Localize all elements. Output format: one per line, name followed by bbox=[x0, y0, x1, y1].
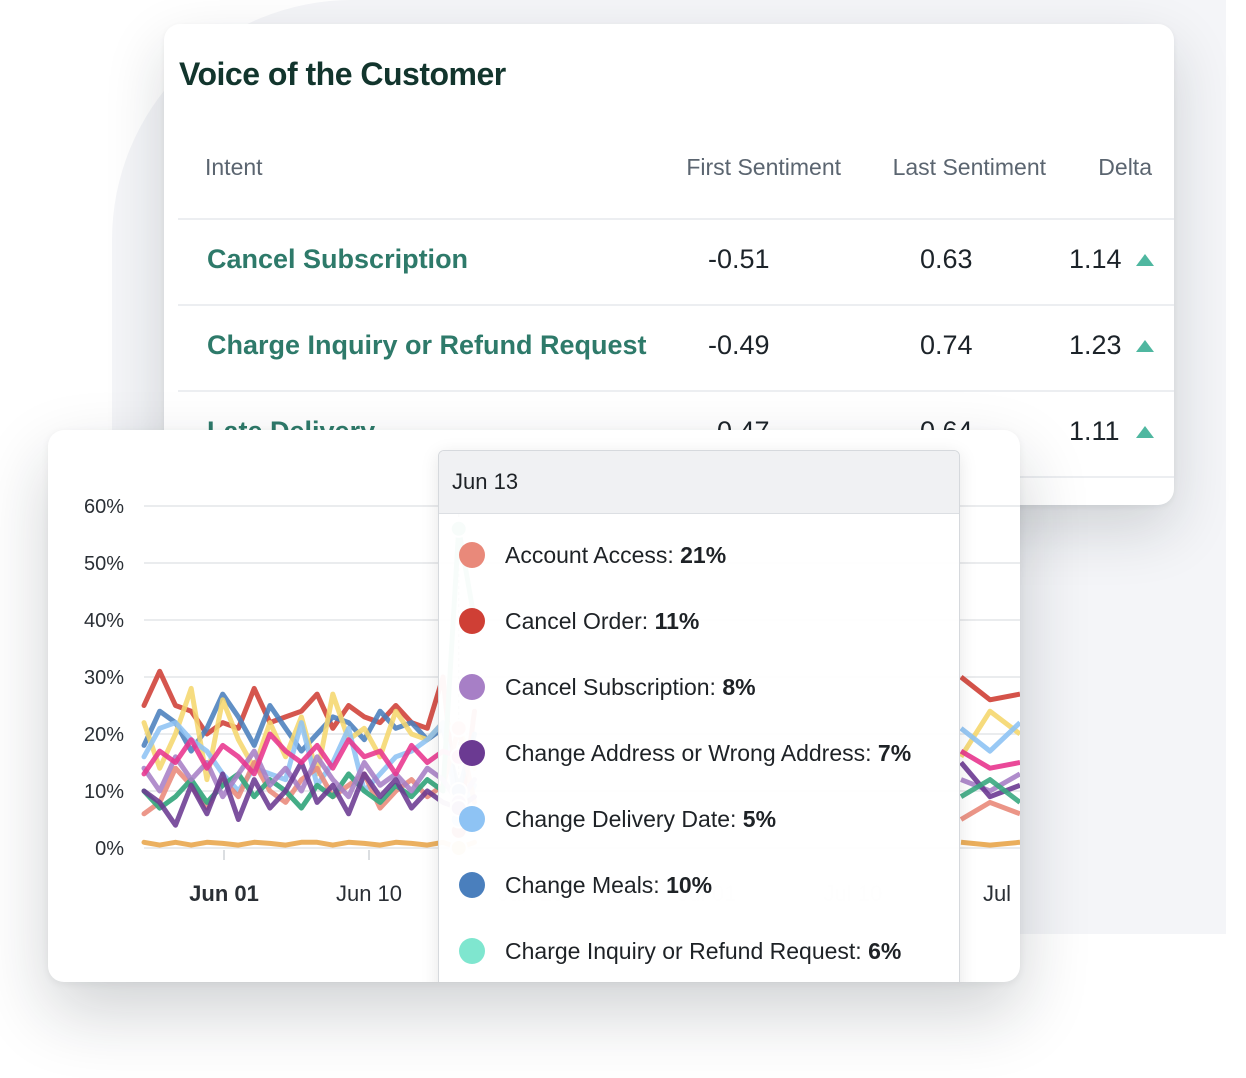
column-header-first-sentiment[interactable]: First Sentiment bbox=[686, 154, 841, 180]
tooltip-item-text: Account Access: 21% bbox=[505, 542, 726, 569]
delta-value: 1.11 bbox=[1069, 416, 1120, 446]
series-line[interactable] bbox=[960, 839, 1020, 848]
tooltip-item-label: Account Access: bbox=[505, 541, 681, 568]
last-sentiment-value: 0.63 bbox=[920, 244, 973, 274]
series-line[interactable] bbox=[141, 731, 477, 777]
y-axis-tick-label: 60% bbox=[84, 496, 124, 518]
column-header-last-sentiment[interactable]: Last Sentiment bbox=[892, 154, 1046, 180]
delta-value: 1.14 bbox=[1069, 244, 1122, 274]
table-row[interactable]: Charge Inquiry or Refund Request -0.49 0… bbox=[178, 306, 1174, 392]
tooltip-item-value: 21% bbox=[680, 541, 727, 568]
tooltip-item-value: 5% bbox=[742, 805, 777, 832]
tooltip-item-value: 6% bbox=[868, 937, 902, 964]
y-axis-tick-label: 10% bbox=[84, 781, 124, 803]
legend-dot-icon bbox=[459, 740, 485, 766]
tooltip-item-value: 10% bbox=[666, 871, 713, 898]
y-axis-tick-label: 40% bbox=[84, 610, 124, 632]
series-line[interactable] bbox=[959, 675, 1020, 703]
tooltip-item-text: Charge Inquiry or Refund Request: 6% bbox=[505, 938, 901, 965]
tooltip-item-label: Cancel Order: bbox=[505, 607, 655, 634]
column-header-delta[interactable]: Delta bbox=[1098, 154, 1152, 180]
series-line[interactable] bbox=[141, 760, 477, 828]
table-row[interactable]: Cancel Subscription -0.51 0.63 1.14 bbox=[178, 220, 1174, 306]
first-sentiment-value: -0.51 bbox=[708, 244, 770, 274]
card-title: Voice of the Customer bbox=[179, 56, 506, 92]
tooltip-item-text: Change Delivery Date: 5% bbox=[505, 806, 776, 833]
series-line[interactable] bbox=[959, 748, 1020, 771]
y-axis-tick-label: 0% bbox=[95, 838, 124, 860]
tooltip-item-text: Cancel Subscription: 8% bbox=[505, 674, 756, 701]
voice-of-customer-card: Voice of the Customer Intent First Senti… bbox=[164, 24, 1174, 505]
tooltip-item-label: Charge Inquiry or Refund Request: bbox=[505, 937, 869, 964]
last-sentiment-value: 0.74 bbox=[920, 330, 973, 360]
series-line[interactable] bbox=[141, 839, 477, 851]
intent-link[interactable]: Cancel Subscription bbox=[207, 244, 469, 274]
y-axis-tick-label: 50% bbox=[84, 553, 124, 575]
legend-dot-icon bbox=[459, 806, 485, 832]
x-axis-tick-label: Jul bbox=[983, 881, 1011, 906]
tooltip-item-text: Cancel Order: 11% bbox=[505, 608, 699, 635]
series-line[interactable] bbox=[141, 748, 477, 805]
tooltip-item-label: Change Meals: bbox=[505, 871, 667, 898]
tooltip-item-label: Change Address or Wrong Address: bbox=[505, 739, 878, 766]
first-sentiment-value: -0.49 bbox=[708, 330, 770, 360]
column-header-intent[interactable]: Intent bbox=[205, 154, 263, 180]
series-line[interactable] bbox=[141, 526, 477, 811]
series-line[interactable] bbox=[960, 771, 1020, 794]
table-header: Intent First Sentiment Last Sentiment De… bbox=[178, 136, 1174, 220]
tooltip-item-label: Change Delivery Date: bbox=[505, 805, 743, 832]
legend-dot-icon bbox=[459, 938, 485, 964]
delta-value: 1.23 bbox=[1069, 330, 1122, 360]
legend-dot-icon bbox=[459, 674, 485, 700]
delta-up-arrow-icon bbox=[1136, 340, 1154, 352]
y-axis-tick-label: 30% bbox=[84, 667, 124, 689]
legend-dot-icon bbox=[459, 542, 485, 568]
series-line[interactable] bbox=[958, 708, 1020, 759]
y-axis-tick-label: 20% bbox=[84, 724, 124, 746]
x-axis-tick-label: Jun 01 bbox=[189, 881, 259, 906]
delta-up-arrow-icon bbox=[1136, 254, 1154, 266]
chart-tooltip: Jun 13 Account Access: 21% Cancel Order: … bbox=[438, 450, 960, 982]
intent-link[interactable]: Charge Inquiry or Refund Request bbox=[207, 330, 647, 360]
legend-dot-icon bbox=[459, 872, 485, 898]
series-line[interactable] bbox=[959, 760, 1020, 800]
sentiment-table: Intent First Sentiment Last Sentiment De… bbox=[178, 136, 1174, 478]
tooltip-item-label: Cancel Subscription: bbox=[505, 673, 723, 700]
series-line[interactable] bbox=[959, 799, 1020, 822]
series-line[interactable] bbox=[959, 777, 1020, 805]
tooltip-item-text: Change Meals: 10% bbox=[505, 872, 712, 899]
tooltip-date: Jun 13 bbox=[439, 451, 959, 514]
series-line[interactable] bbox=[959, 720, 1020, 754]
x-axis-tick-label: Jun 10 bbox=[336, 881, 402, 906]
tooltip-item-value: 11% bbox=[654, 607, 700, 634]
delta-up-arrow-icon bbox=[1136, 426, 1154, 438]
tooltip-item-text: Change Address or Wrong Address: 7% bbox=[505, 740, 911, 767]
tooltip-item-value: 8% bbox=[722, 673, 756, 700]
legend-dot-icon bbox=[459, 608, 485, 634]
tooltip-item-value: 7% bbox=[877, 739, 912, 766]
